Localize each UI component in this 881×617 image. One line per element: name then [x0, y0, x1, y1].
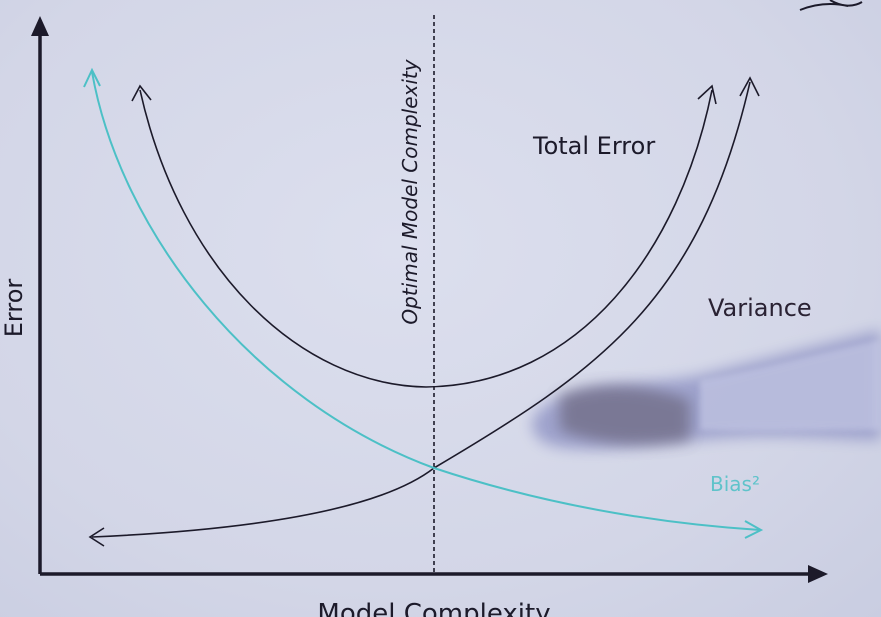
- total-error-label: Total Error: [532, 132, 655, 160]
- bias-curve: [83, 67, 764, 539]
- total-error-arrow-left: [131, 84, 152, 102]
- y-axis-label: Error: [0, 279, 28, 338]
- bias-arrow-right: [744, 520, 764, 539]
- axes: [31, 16, 828, 583]
- x-axis-label: Model Complexity: [317, 599, 550, 617]
- optimal-complexity-label: Optimal Model Complexity: [398, 58, 422, 324]
- hand-blur: [532, 330, 881, 450]
- variance-curve: [88, 76, 760, 547]
- x-axis-arrowhead: [808, 565, 828, 583]
- bias-arrow-top: [83, 67, 101, 88]
- corner-scribble: [799, 0, 863, 11]
- y-axis-arrowhead: [31, 16, 49, 36]
- total-error-curve: [131, 84, 717, 388]
- variance-label: Variance: [708, 294, 812, 322]
- total-error-arrow-right: [697, 84, 717, 105]
- variance-arrow-left: [88, 527, 105, 547]
- variance-arrow-right: [739, 76, 760, 97]
- bias-label: Bias²: [710, 472, 760, 496]
